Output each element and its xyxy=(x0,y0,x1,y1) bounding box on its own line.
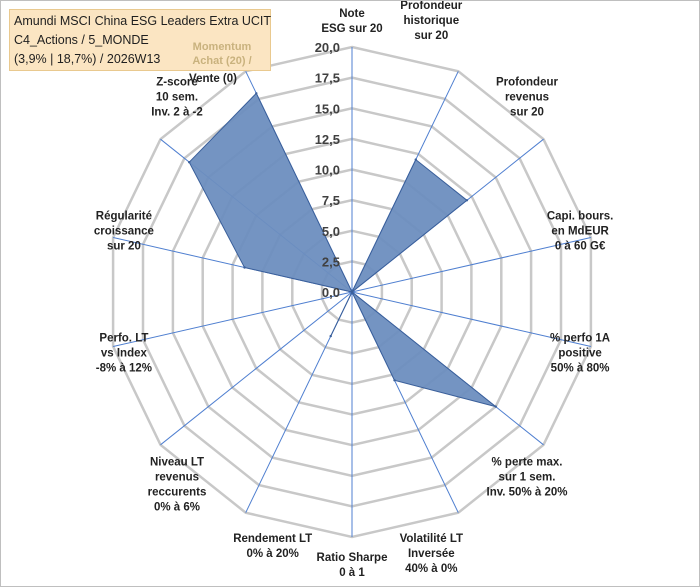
category-label-1: sur 20 xyxy=(414,30,448,42)
category-label-12: 10 sem. xyxy=(156,92,198,104)
radial-tick-label: 12,5 xyxy=(315,132,340,147)
category-label-7: Ratio Sharpe xyxy=(317,552,388,564)
category-label-9: reccurents xyxy=(148,487,207,499)
category-label-2: Profondeur xyxy=(496,77,558,89)
category-label-10: vs Index xyxy=(101,348,148,360)
category-label-10: Perfo. LT xyxy=(99,333,148,345)
data-point-8 xyxy=(329,334,332,338)
category-label-3: en MdEUR xyxy=(551,225,609,237)
category-label-12: Inv. 2 à -2 xyxy=(151,107,203,119)
data-point-11 xyxy=(243,266,246,269)
category-label-5: % perte max. xyxy=(492,457,563,469)
category-label-4: 50% à 80% xyxy=(551,363,610,375)
category-label-2: revenus xyxy=(505,92,549,104)
radial-tick-label: 20,0 xyxy=(315,40,340,55)
data-point-1 xyxy=(414,158,417,161)
radial-tick-label: 0,0 xyxy=(322,285,340,300)
category-label-3: Capi. bours. xyxy=(547,210,613,222)
radial-tick-label: 5,0 xyxy=(322,224,340,239)
data-point-12 xyxy=(188,161,191,164)
radial-tick-label: 10,0 xyxy=(315,163,340,178)
category-label-8: Rendement LT xyxy=(233,533,312,545)
category-label-0: ESG sur 20 xyxy=(321,23,382,35)
fund-category: C4_Actions / 5_MONDE xyxy=(14,33,149,47)
axis-spoke-3 xyxy=(351,237,592,293)
fund-name: Amundi MSCI China ESG Leaders Extra UCIT xyxy=(14,14,272,28)
category-label-12: Z-score xyxy=(156,77,198,89)
category-label-11: sur 20 xyxy=(107,240,141,252)
category-label-6: Volatilité LT xyxy=(400,533,463,545)
radial-tick-label: 17,5 xyxy=(315,71,340,86)
category-label-9: 0% à 6% xyxy=(154,502,200,514)
category-label-10: -8% à 12% xyxy=(96,363,152,375)
axis-spoke-9 xyxy=(160,291,353,446)
fund-info-box: Amundi MSCI China ESG Leaders Extra UCIT… xyxy=(9,9,271,71)
data-point-2 xyxy=(465,199,469,202)
momentum-label-line2: Achat (20) / xyxy=(192,55,252,67)
data-point-6 xyxy=(393,379,396,382)
category-label-4: positive xyxy=(558,348,601,360)
data-point-13 xyxy=(255,92,258,95)
radial-tick-label: 7,5 xyxy=(322,193,340,208)
category-label-11: Régularité xyxy=(96,210,152,222)
category-label-11: croissance xyxy=(94,225,154,237)
category-label-7: 0 à 1 xyxy=(339,567,365,579)
category-label-2: sur 20 xyxy=(510,107,544,119)
category-label-6: Inversée xyxy=(408,548,455,560)
axis-spoke-10 xyxy=(112,291,353,347)
category-label-6: 40% à 0% xyxy=(405,563,457,575)
category-label-1: historique xyxy=(404,15,460,27)
data-point-10 xyxy=(350,290,354,294)
category-label-9: Niveau LT xyxy=(150,457,204,469)
category-label-3: 0 à 60 G€ xyxy=(555,240,606,252)
radial-tick-label: 2,5 xyxy=(322,254,340,269)
radial-tick-label: 15,0 xyxy=(315,101,340,116)
category-label-9: revenus xyxy=(155,472,199,484)
category-label-5: Inv. 50% à 20% xyxy=(487,487,568,499)
momentum-label-line1: Momentum xyxy=(192,41,252,53)
category-label-13: Vente (0) xyxy=(189,73,237,85)
fund-period: (3,9% | 18,7%) / 2026W13 xyxy=(14,52,161,66)
data-point-5 xyxy=(494,405,497,408)
category-label-4: % perfo 1A xyxy=(550,333,610,345)
category-label-8: 0% à 20% xyxy=(246,548,298,560)
category-label-1: Profondeur xyxy=(400,1,462,12)
category-label-5: sur 1 sem. xyxy=(499,472,556,484)
category-label-0: Note xyxy=(339,8,365,20)
axis-spoke-4 xyxy=(351,291,592,347)
